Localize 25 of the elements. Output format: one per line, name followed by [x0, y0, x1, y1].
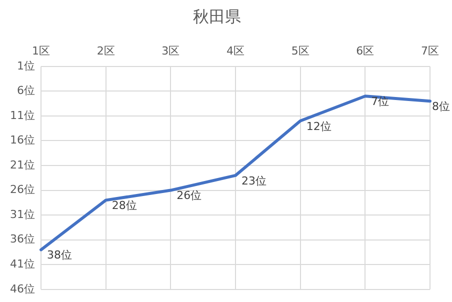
data-label: 26位 — [176, 189, 202, 202]
y-tick-label: 31位 — [10, 208, 35, 221]
chart-title: 秋田県 — [193, 6, 241, 26]
data-label: 23位 — [242, 174, 266, 188]
y-tick-label: 11位 — [10, 108, 35, 122]
y-tick-label: 21位 — [10, 158, 35, 172]
x-tick-label: 7区 — [421, 44, 439, 58]
x-tick-label: 3区 — [162, 44, 180, 58]
y-tick-label: 6位 — [16, 84, 35, 98]
data-label: 28位 — [112, 199, 137, 212]
x-tick-label: 1区 — [32, 44, 50, 58]
data-label: 12位 — [306, 120, 332, 133]
data-label: 7位 — [371, 94, 390, 108]
x-tick-label: 5区 — [291, 44, 310, 58]
x-tick-label: 4区 — [226, 44, 244, 58]
x-tick-label: 6区 — [356, 44, 374, 58]
y-tick-label: 1位 — [16, 59, 35, 72]
y-tick-label: 41位 — [10, 257, 35, 270]
y-tick-label: 26位 — [10, 183, 35, 196]
x-tick-label: 2区 — [96, 44, 115, 58]
data-label: 38位 — [46, 248, 72, 262]
y-tick-label: 16位 — [10, 134, 35, 147]
data-label: 8位 — [432, 100, 450, 113]
y-tick-label: 36位 — [10, 232, 35, 246]
y-tick-label: 46位 — [10, 282, 35, 296]
